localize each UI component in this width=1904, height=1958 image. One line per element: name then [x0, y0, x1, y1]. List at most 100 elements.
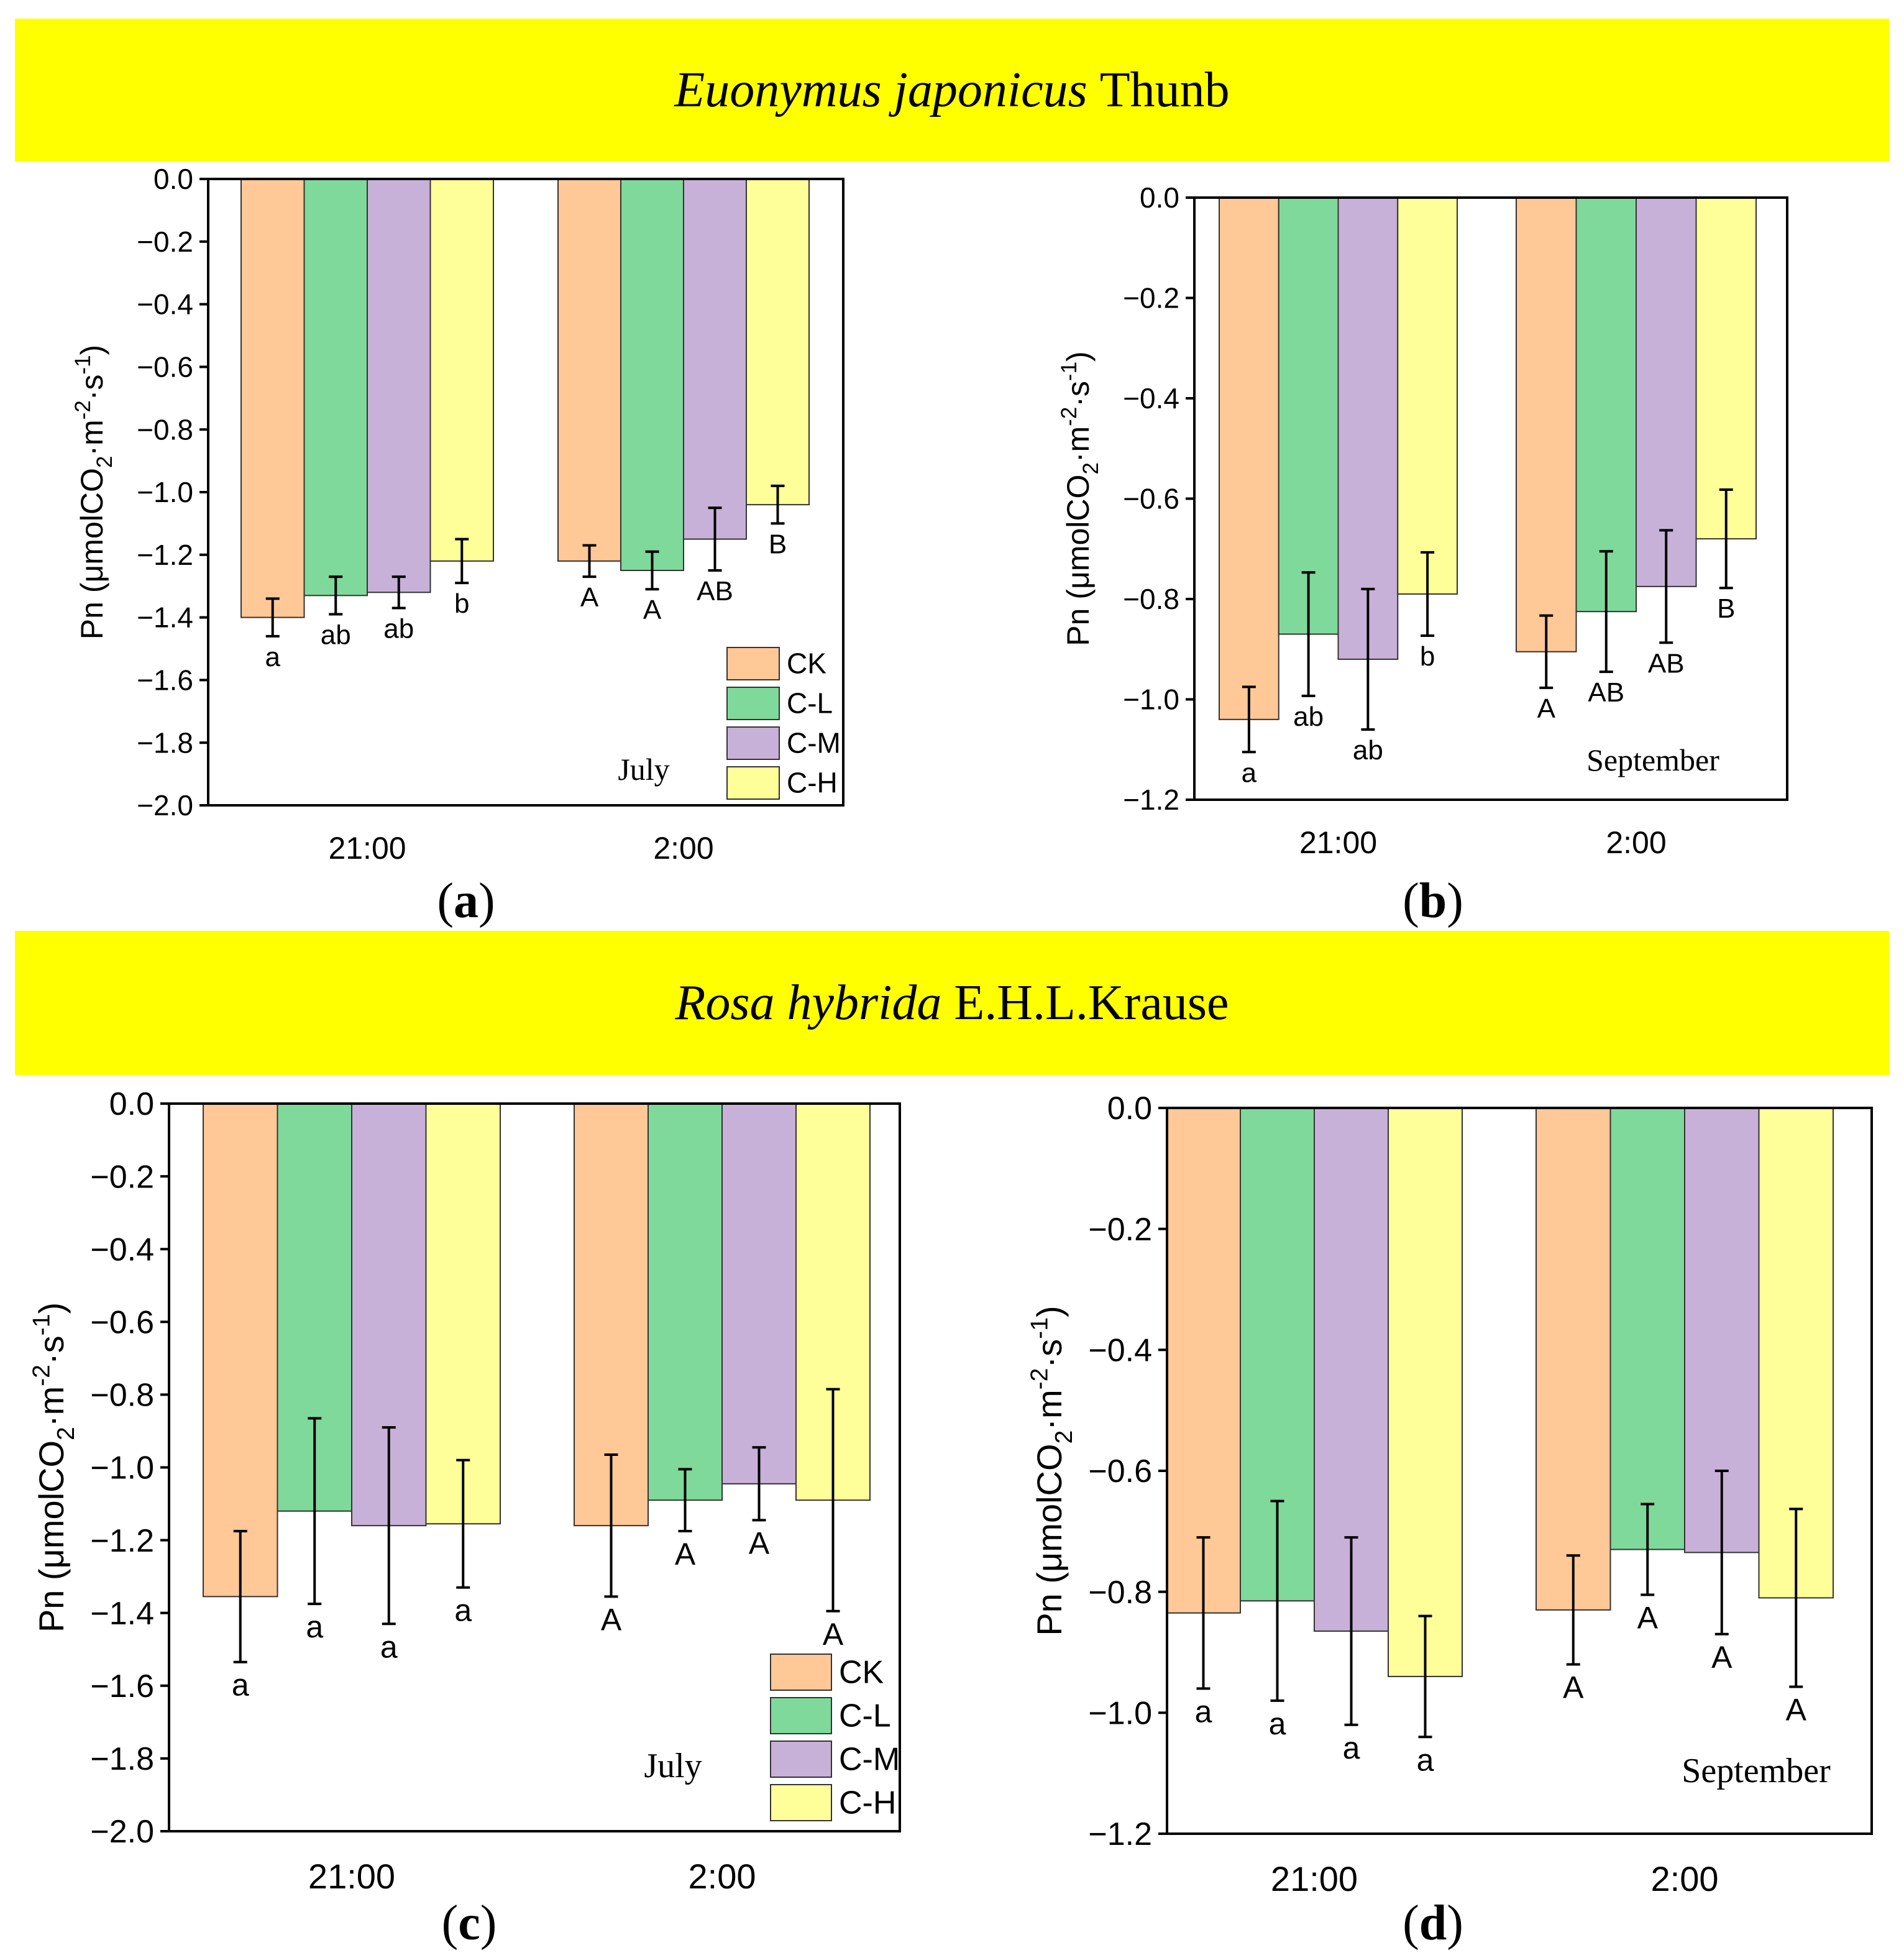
x-tick-label: 21:00: [1271, 1859, 1358, 1898]
significance-letter: b: [454, 588, 469, 619]
legend-label: C-M: [839, 1741, 900, 1777]
bar-c-h: [1695, 197, 1757, 540]
bar-c-l: [620, 178, 684, 571]
panel-label-a: (a): [437, 874, 495, 928]
significance-letter: a: [454, 1593, 472, 1628]
y-tick-label: −0.6: [90, 1305, 154, 1341]
significance-letter: a: [306, 1609, 323, 1644]
y-tick-label: −1.2: [1123, 784, 1179, 816]
y-tick-label: 0.0: [1107, 1091, 1152, 1127]
significance-letter: A: [580, 582, 599, 613]
y-tick-label: −0.4: [90, 1232, 154, 1268]
significance-letter: a: [1269, 1706, 1286, 1741]
legend-swatch: [726, 726, 780, 760]
legend-label: CK: [787, 647, 826, 680]
bar-c-m: [1636, 197, 1697, 587]
error-bar: [1599, 550, 1613, 674]
y-tick-label: −0.2: [1123, 282, 1179, 314]
legend-label: C-H: [787, 767, 838, 799]
significance-letter: a: [265, 642, 281, 672]
y-tick-label: −0.4: [137, 288, 193, 321]
legend-swatch: [726, 766, 780, 800]
x-tick-label: 2:00: [653, 831, 713, 866]
y-tick-label: −1.2: [1088, 1816, 1152, 1852]
significance-letter: ab: [321, 620, 351, 651]
y-tick-label: −1.0: [1123, 684, 1179, 716]
y-tick-label: −1.0: [1088, 1696, 1152, 1732]
bar-c-l: [1609, 1107, 1685, 1550]
bar-ck: [1166, 1107, 1241, 1614]
significance-letter: a: [1242, 757, 1257, 788]
legend: CK C-L C-M C-H: [770, 1654, 900, 1821]
bar-c-h: [425, 1103, 501, 1525]
error-bar: [1659, 529, 1673, 644]
bar-c-m: [367, 178, 431, 593]
banner-species: Euonymus japonicus: [674, 62, 1087, 117]
significance-letter: a: [1343, 1731, 1360, 1765]
y-tick-label: −0.8: [90, 1378, 154, 1414]
error-bar: [1539, 614, 1554, 689]
error-bar: [678, 1468, 692, 1532]
y-tick-label: −0.2: [137, 226, 193, 258]
banner-species: Rosa hybrida: [675, 975, 942, 1030]
bar-c-h: [1397, 197, 1458, 595]
error-bar: [826, 1388, 840, 1613]
error-bar: [1361, 587, 1375, 731]
y-tick-label: −0.8: [137, 413, 193, 446]
error-bar: [582, 544, 597, 579]
y-tick-label: −1.0: [90, 1450, 154, 1486]
bar-c-h: [1388, 1107, 1463, 1677]
y-tick-label: −1.2: [90, 1523, 154, 1559]
error-bar: [1714, 1470, 1729, 1635]
y-tick-label: −1.4: [90, 1596, 154, 1632]
y-tick-label: −1.6: [90, 1668, 154, 1704]
panel-label-c: (c): [441, 1896, 497, 1951]
significance-letter: AB: [1588, 677, 1624, 708]
error-bar: [382, 1426, 396, 1626]
significance-letter: ab: [1293, 702, 1324, 732]
significance-letter: A: [1637, 1601, 1659, 1635]
error-bar: [1242, 685, 1256, 754]
error-bar: [1418, 1614, 1432, 1739]
significance-letter: a: [1195, 1694, 1212, 1729]
legend-label: C-M: [787, 727, 841, 759]
error-bar: [1719, 488, 1733, 590]
significance-letter: B: [769, 529, 787, 559]
legend-swatch: [726, 687, 780, 720]
error-bar: [1301, 571, 1316, 697]
significance-letter: A: [823, 1617, 844, 1652]
x-tick-label: 21:00: [328, 831, 406, 866]
significance-letter: A: [1563, 1670, 1584, 1704]
significance-letter: AB: [697, 576, 733, 606]
significance-letter: A: [675, 1537, 696, 1571]
bar-c-m: [683, 178, 747, 540]
error-bar: [1270, 1499, 1284, 1702]
legend-swatch: [770, 1654, 832, 1691]
bar-ck: [557, 178, 621, 562]
significance-letter: A: [749, 1526, 770, 1560]
significance-letter: B: [1717, 593, 1735, 624]
y-tick-label: −0.2: [1088, 1212, 1152, 1248]
bar-ck: [1516, 197, 1577, 652]
error-bar: [604, 1453, 618, 1598]
chart-panel-d: a Aa Aa Aa A 0.0 −0.2 −0.4 −0.6 −0.8 −1.0 −1.2 21:00…: [1027, 1091, 1873, 1898]
y-tick-label: −0.6: [1088, 1453, 1152, 1489]
bar-c-l: [1278, 197, 1339, 635]
y-tick-label: −1.6: [137, 664, 193, 697]
bar-ck: [203, 1103, 278, 1598]
error-bar: [1421, 551, 1435, 637]
month-label: September: [1586, 743, 1719, 777]
banner-euonymus: Euonymus japonicus Thunb: [15, 19, 1889, 162]
y-tick-label: −0.8: [1123, 583, 1179, 615]
y-axis-label: Pn (μmolCO2·m-2·s-1): [71, 345, 117, 639]
bar-c-m: [721, 1103, 797, 1485]
bar-ck: [1536, 1107, 1611, 1611]
y-tick-label: −0.6: [1123, 483, 1179, 515]
y-tick-label: 0.0: [153, 163, 193, 195]
significance-letter: a: [232, 1668, 249, 1703]
legend-swatch: [770, 1784, 832, 1821]
banner-rosa: Rosa hybrida E.H.L.Krause: [15, 931, 1889, 1075]
significance-letter: ab: [383, 613, 414, 644]
y-tick-label: −1.8: [137, 726, 193, 759]
